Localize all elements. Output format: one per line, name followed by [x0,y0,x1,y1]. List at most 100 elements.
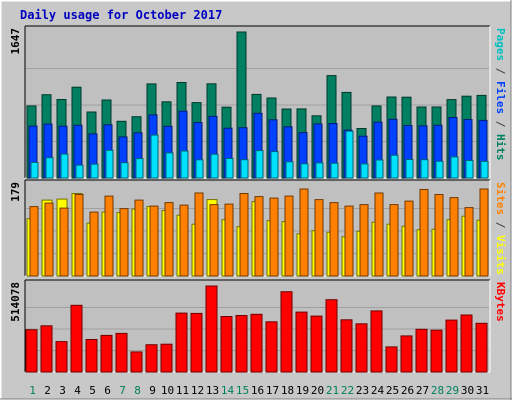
bar-sites-day-13 [209,204,219,277]
bar-pages-day-9 [150,134,159,179]
bar-sites-day-27 [419,189,429,277]
x-tick-label-27: 27 [416,384,429,397]
bar-sites-day-15 [239,193,249,277]
panel-hits-legend-part-3: / [494,114,507,134]
panel-hits-legend-part-0: Pages [494,28,507,61]
bar-kbytes-day-12 [190,312,203,373]
bar-kbytes-day-19 [295,311,308,373]
bar-kbytes-day-20 [310,315,323,373]
series-sites [29,188,489,277]
bar-pages-day-16 [255,150,264,179]
bar-sites-day-9 [149,205,159,277]
bar-pages-day-24 [375,159,384,179]
x-tick-label-25: 25 [386,384,399,397]
x-tick-label-11: 11 [176,384,189,397]
panel-hits-legend-part-4: Hits [494,134,507,161]
bar-pages-day-20 [315,162,324,179]
bar-pages-day-28 [435,160,444,179]
bar-kbytes-day-22 [340,319,353,373]
x-tick-label-29: 29 [446,384,459,397]
bar-sites-day-10 [164,202,174,277]
bar-pages-day-4 [75,164,84,179]
x-tick-label-28: 28 [431,384,444,397]
bar-sites-day-5 [89,211,99,277]
panel-visits-legend-part-0: Sites [494,182,507,215]
x-tick-label-22: 22 [341,384,354,397]
bar-kbytes-day-8 [130,351,143,373]
panel-kbytes: 514078 KBytes [9,279,507,373]
bar-sites-day-2 [44,202,54,277]
bar-kbytes-day-16 [250,313,263,373]
bar-pages-day-30 [465,160,474,179]
bar-kbytes-day-30 [460,314,473,373]
bar-pages-day-8 [135,158,144,179]
bar-pages-day-7 [120,162,129,179]
bar-kbytes-day-10 [160,343,173,373]
bar-pages-day-3 [60,153,69,179]
bar-pages-day-21 [330,162,339,179]
bar-kbytes-day-1 [25,329,38,373]
bar-pages-day-15 [240,159,249,179]
bar-pages-day-25 [390,154,399,179]
x-tick-label-21: 21 [326,384,339,397]
bar-pages-day-10 [165,152,174,179]
bar-sites-day-25 [389,204,399,277]
panel-visits-legend-part-2: Visits [494,235,507,275]
bar-sites-day-28 [434,194,444,277]
x-tick-label-19: 19 [296,384,309,397]
bar-kbytes-day-11 [175,312,188,373]
panel-hits-ymax-label: 1647 [9,28,22,55]
x-tick-label-30: 30 [461,384,474,397]
x-tick-label-26: 26 [401,384,414,397]
bar-pages-day-2 [45,157,54,179]
bar-pages-day-14 [225,158,234,179]
x-tick-label-5: 5 [89,384,96,397]
bar-kbytes-day-23 [355,323,368,373]
bar-sites-day-4 [74,194,84,277]
bar-sites-day-17 [269,197,279,277]
bar-kbytes-day-18 [280,291,293,373]
bar-kbytes-day-25 [385,346,398,373]
bar-kbytes-day-31 [475,322,488,373]
bar-sites-day-21 [329,202,339,277]
bar-pages-day-19 [300,163,309,179]
bar-sites-day-16 [254,196,264,277]
bar-kbytes-day-13 [205,285,218,373]
bar-pages-day-12 [195,159,204,179]
bar-kbytes-day-2 [40,325,53,373]
x-tick-label-8: 8 [134,384,141,397]
bar-sites-day-11 [179,204,189,277]
bar-pages-day-26 [405,159,414,179]
bar-kbytes-day-9 [145,344,158,373]
bar-sites-day-26 [404,200,414,277]
bar-sites-day-23 [359,204,369,277]
x-tick-label-15: 15 [236,384,249,397]
panel-hits-legend-part-2: Files [494,81,507,114]
bar-pages-day-22 [345,130,354,179]
x-tick-label-7: 7 [119,384,126,397]
bar-pages-day-29 [450,156,459,179]
bar-sites-day-22 [344,205,354,277]
x-tick-label-6: 6 [104,384,111,397]
bar-sites-day-7 [119,208,129,277]
x-tick-label-20: 20 [311,384,324,397]
series-pages [30,130,489,179]
x-tick-label-3: 3 [59,384,66,397]
bar-pages-day-5 [90,163,99,179]
bar-pages-day-23 [360,163,369,179]
bar-pages-day-13 [210,153,219,179]
x-tick-label-13: 13 [206,384,219,397]
bar-kbytes-day-7 [115,332,128,373]
bar-kbytes-day-6 [100,334,113,373]
x-tick-label-1: 1 [29,384,36,397]
x-tick-label-12: 12 [191,384,204,397]
x-tick-label-18: 18 [281,384,294,397]
bar-pages-day-17 [270,151,279,179]
series-kbytes [25,285,488,373]
bar-sites-day-1 [29,206,39,277]
bar-sites-day-8 [134,199,144,277]
panel-kbytes-legend: KBytes [494,282,507,322]
bar-kbytes-day-17 [265,321,278,373]
bar-kbytes-day-28 [430,329,443,373]
